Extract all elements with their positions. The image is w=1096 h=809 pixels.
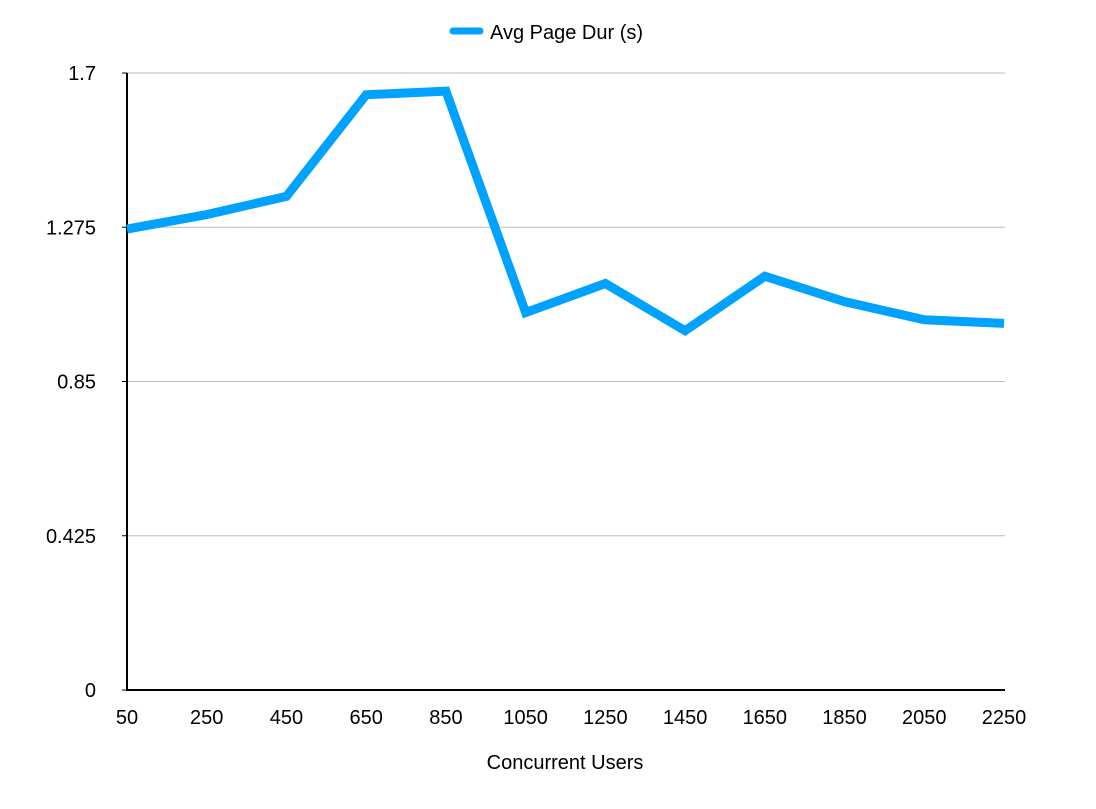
x-tick-label: 50 [116, 707, 138, 729]
x-tick-label: 1650 [743, 707, 788, 729]
y-tick-label: 1.275 [46, 217, 96, 239]
x-tick-label: 850 [429, 707, 462, 729]
x-tick-label: 1450 [663, 707, 708, 729]
x-axis-label: Concurrent Users [487, 752, 644, 774]
series-line [127, 91, 1004, 331]
x-tick-label: 1050 [503, 707, 548, 729]
x-tick-label: 2050 [902, 707, 947, 729]
x-tick-label: 1850 [822, 707, 867, 729]
x-tick-label: 1250 [583, 707, 628, 729]
y-tick-label: 0.425 [46, 526, 96, 548]
x-tick-label: 450 [270, 707, 303, 729]
legend-label: Avg Page Dur (s) [490, 22, 643, 44]
legend: Avg Page Dur (s) [453, 22, 643, 44]
x-tick-label: 2250 [982, 707, 1027, 729]
x-tick-label: 250 [190, 707, 223, 729]
y-tick-label: 1.7 [68, 63, 96, 85]
y-tick-label: 0 [85, 680, 96, 702]
y-tick-label: 0.85 [57, 372, 96, 394]
x-tick-label: 650 [349, 707, 382, 729]
